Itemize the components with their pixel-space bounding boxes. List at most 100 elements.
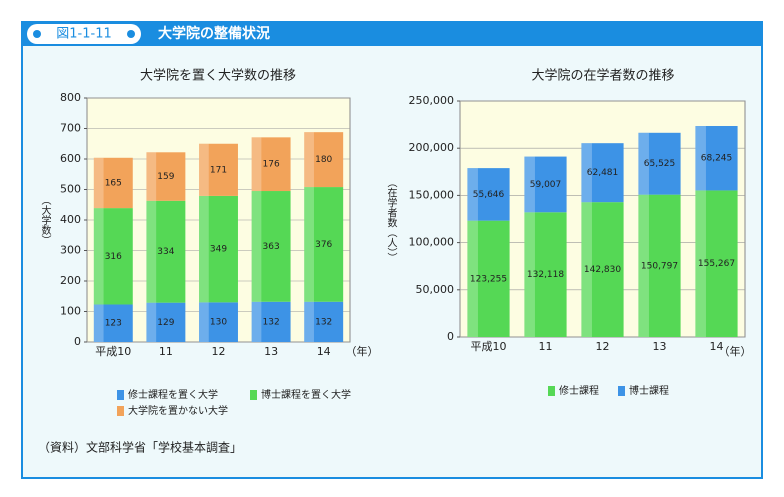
value-label: 62,481 — [587, 168, 619, 178]
x-tick-label: 14 — [710, 340, 724, 353]
dot — [127, 30, 135, 38]
value-label: 176 — [263, 160, 280, 170]
value-label: 123,255 — [470, 274, 507, 284]
value-label: 171 — [210, 165, 227, 175]
bar-shade — [93, 208, 104, 305]
x-axis-label: （年） — [346, 344, 379, 358]
bar-shade — [304, 301, 314, 342]
value-label: 165 — [105, 178, 122, 188]
value-label: 123 — [105, 319, 122, 329]
value-label: 155,267 — [698, 259, 735, 269]
x-tick-label: 平成10 — [95, 345, 131, 358]
x-tick-label: 平成10 — [471, 340, 507, 353]
value-label: 180 — [315, 155, 332, 165]
header-bar — [22, 22, 762, 46]
figure-title: 大学院の整備状況 — [158, 25, 270, 42]
bar-shade — [199, 143, 209, 196]
legend-swatch — [117, 406, 124, 416]
y-tick-label: 400 — [60, 213, 81, 226]
bar-shade — [251, 137, 262, 192]
value-label: 349 — [210, 245, 227, 255]
y-tick-label: 50,000 — [416, 283, 455, 296]
y-tick-label: 0 — [74, 335, 81, 348]
bar-segment — [524, 212, 567, 337]
x-tick-label: 13 — [653, 340, 667, 353]
bar-shade — [467, 220, 478, 337]
x-tick-label: 14 — [317, 345, 331, 358]
bar-shade — [146, 200, 157, 303]
bar-segment — [146, 152, 186, 201]
bar-shade — [146, 302, 157, 342]
value-label: 129 — [157, 318, 174, 328]
value-label: 130 — [210, 318, 227, 328]
y-tick-label: 0 — [447, 330, 454, 343]
legend-swatch — [250, 390, 257, 400]
legend-swatch — [548, 386, 555, 396]
bar-shade — [304, 187, 314, 302]
y-tick-label: 200,000 — [409, 141, 455, 154]
value-label: 334 — [157, 247, 174, 257]
bar-shade — [524, 212, 535, 337]
x-tick-label: 12 — [596, 340, 610, 353]
bar-shade — [581, 202, 592, 337]
legend-swatch — [618, 386, 625, 396]
chart-title: 大学院の在学者数の推移 — [531, 68, 674, 84]
y-axis-label: （大学数） — [39, 195, 51, 245]
value-label: 376 — [315, 240, 332, 250]
y-tick-label: 250,000 — [409, 94, 455, 107]
x-tick-label: 11 — [159, 345, 173, 358]
bar-segment — [581, 202, 624, 337]
bar-shade — [199, 302, 209, 342]
bar-segment — [199, 143, 238, 196]
value-label: 65,525 — [644, 159, 676, 169]
y-tick-label: 100 — [60, 305, 81, 318]
bar-shade — [467, 168, 478, 221]
bar-segment — [251, 301, 291, 342]
bar-shade — [146, 152, 157, 201]
header-pill — [27, 24, 141, 44]
y-tick-label: 800 — [60, 91, 81, 104]
y-tick-label: 300 — [60, 244, 81, 257]
figure-label: 図1-1-11 — [56, 27, 111, 42]
bar-shade — [251, 191, 262, 302]
legend-entry: 修士課程 — [559, 384, 599, 397]
bar-shade — [581, 143, 592, 203]
legend-entry: 博士課程を置く大学 — [261, 388, 351, 401]
bar-segment — [695, 190, 738, 337]
bar-shade — [93, 157, 104, 209]
value-label: 142,830 — [584, 265, 621, 275]
value-label: 68,245 — [701, 154, 733, 164]
bar-shade — [93, 304, 104, 342]
legend-swatch — [117, 390, 124, 400]
bar-segment — [304, 301, 344, 342]
x-axis-label: （年） — [719, 344, 752, 358]
value-label: 132 — [263, 317, 280, 327]
value-label: 159 — [157, 172, 174, 182]
bar-segment — [93, 208, 133, 305]
chart-title: 大学院を置く大学数の推移 — [140, 68, 296, 84]
bar-segment — [304, 132, 344, 188]
x-tick-label: 13 — [264, 345, 278, 358]
bar-shade — [199, 195, 209, 303]
value-label: 132,118 — [527, 270, 564, 280]
dot — [33, 30, 41, 38]
y-tick-label: 150,000 — [409, 188, 455, 201]
x-tick-label: 11 — [539, 340, 553, 353]
bar-segment — [581, 143, 624, 203]
value-label: 55,646 — [473, 190, 505, 200]
value-label: 132 — [315, 317, 332, 327]
bar-segment — [146, 302, 186, 342]
bar-shade — [695, 190, 706, 337]
bar-segment — [93, 157, 133, 209]
value-label: 59,007 — [530, 180, 562, 190]
bar-segment — [524, 156, 567, 213]
bar-segment — [199, 302, 238, 342]
bar-shade — [251, 301, 262, 342]
value-label: 363 — [263, 242, 280, 252]
bar-segment — [638, 132, 681, 195]
legend-entry: 修士課程を置く大学 — [128, 388, 218, 401]
y-tick-label: 700 — [60, 122, 81, 135]
value-label: 316 — [105, 252, 122, 262]
bar-segment — [304, 187, 344, 302]
